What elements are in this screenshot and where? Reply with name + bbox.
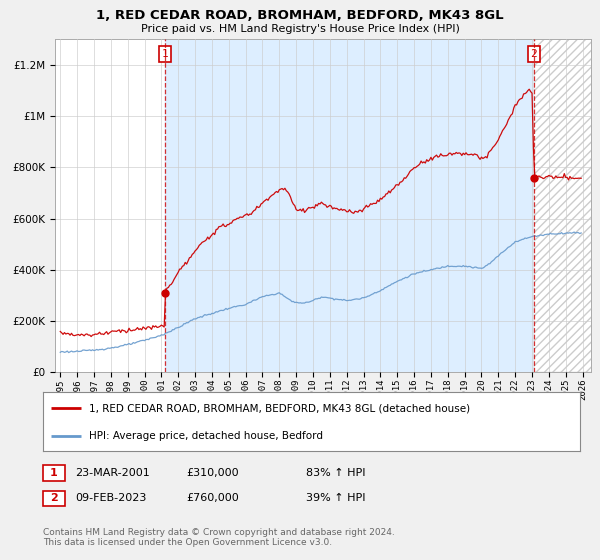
Text: 2: 2 (530, 49, 537, 59)
Text: £310,000: £310,000 (186, 468, 239, 478)
Text: 1: 1 (50, 468, 58, 478)
Text: 1, RED CEDAR ROAD, BROMHAM, BEDFORD, MK43 8GL: 1, RED CEDAR ROAD, BROMHAM, BEDFORD, MK4… (96, 9, 504, 22)
Text: Contains HM Land Registry data © Crown copyright and database right 2024.
This d: Contains HM Land Registry data © Crown c… (43, 528, 395, 547)
Bar (534, 39, 599, 372)
Text: 39% ↑ HPI: 39% ↑ HPI (306, 493, 365, 503)
Text: 23-MAR-2001: 23-MAR-2001 (75, 468, 150, 478)
Bar (534, 39, 599, 372)
Text: 1, RED CEDAR ROAD, BROMHAM, BEDFORD, MK43 8GL (detached house): 1, RED CEDAR ROAD, BROMHAM, BEDFORD, MK4… (89, 403, 470, 413)
Bar (165, 39, 534, 372)
Text: 83% ↑ HPI: 83% ↑ HPI (306, 468, 365, 478)
Text: HPI: Average price, detached house, Bedford: HPI: Average price, detached house, Bedf… (89, 431, 323, 441)
Text: 2: 2 (50, 493, 58, 503)
Text: 09-FEB-2023: 09-FEB-2023 (75, 493, 146, 503)
Text: 1: 1 (161, 49, 169, 59)
Text: £760,000: £760,000 (186, 493, 239, 503)
Text: Price paid vs. HM Land Registry's House Price Index (HPI): Price paid vs. HM Land Registry's House … (140, 24, 460, 34)
